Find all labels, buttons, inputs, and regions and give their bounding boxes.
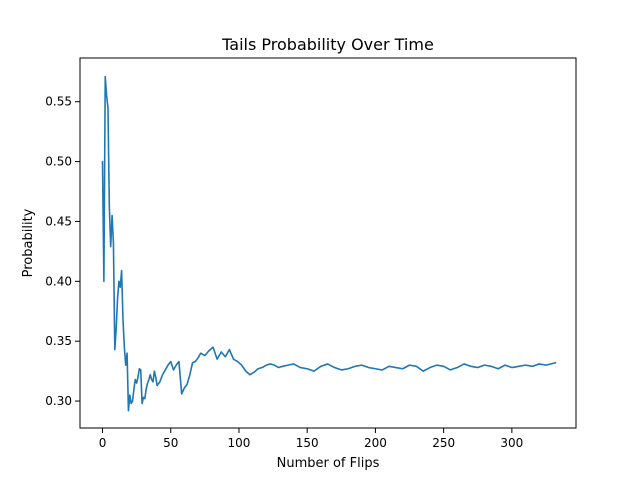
x-tick-label: 250 <box>432 436 455 450</box>
plot-area <box>101 75 557 412</box>
x-tick-label: 300 <box>500 436 523 450</box>
x-tick-label: 50 <box>163 436 178 450</box>
series-line-tails-probability <box>101 75 557 412</box>
y-tick-label: 0.50 <box>45 155 72 169</box>
x-axis-ticks: 0 50 100 150 200 250 300 <box>99 428 523 450</box>
x-axis-label: Number of Flips <box>277 456 380 471</box>
y-tick-label: 0.55 <box>45 95 72 109</box>
y-tick-label: 0.40 <box>45 274 72 288</box>
y-axis-ticks: 0.30 0.35 0.40 0.45 0.50 0.55 <box>45 95 80 408</box>
y-tick-label: 0.30 <box>45 394 72 408</box>
x-tick-label: 150 <box>296 436 319 450</box>
y-axis-label: Probability <box>21 208 36 277</box>
x-tick-label: 100 <box>228 436 251 450</box>
y-tick-label: 0.45 <box>45 214 72 228</box>
x-tick-label: 200 <box>364 436 387 450</box>
axes-frame <box>79 57 577 429</box>
x-tick-label: 0 <box>99 436 107 450</box>
chart-title: Tails Probability Over Time <box>221 35 434 54</box>
y-tick-label: 0.35 <box>45 334 72 348</box>
